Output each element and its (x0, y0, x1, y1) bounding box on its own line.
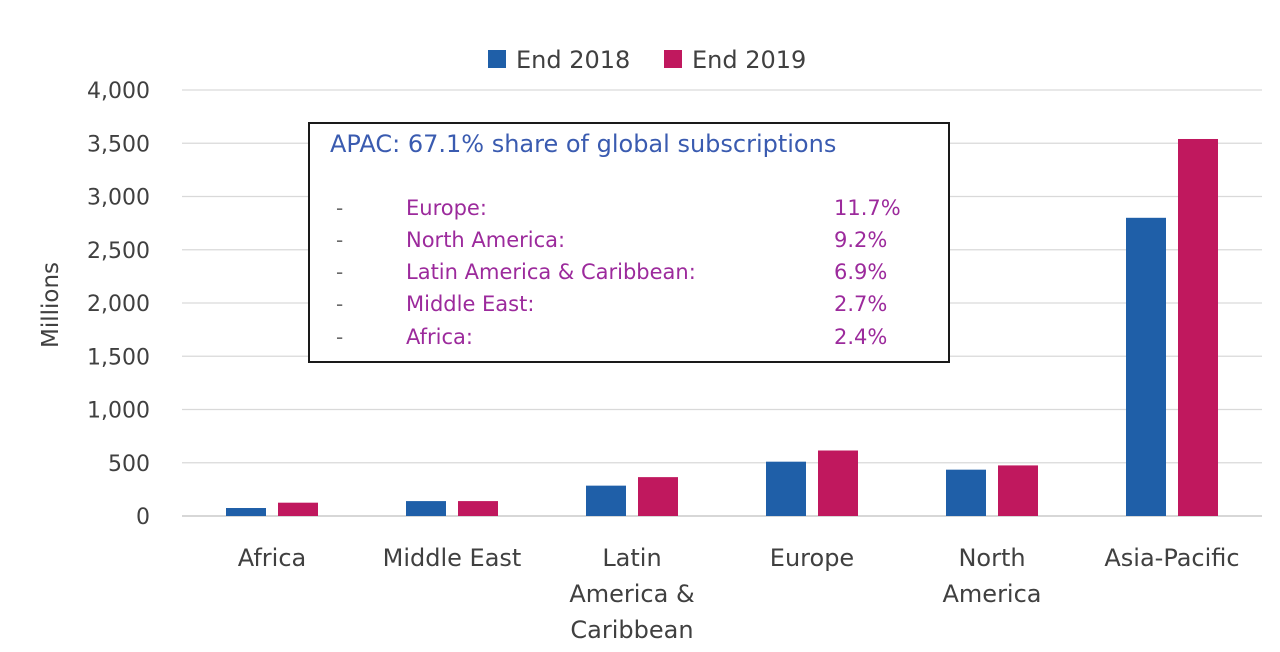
y-tick-label: 500 (108, 452, 150, 477)
annotation-share: 11.7% (834, 196, 901, 220)
bullet-marker: - (336, 228, 344, 252)
annotation-row: - Europe: 11.7% (310, 196, 950, 226)
bar-end-2018 (586, 485, 626, 516)
annotation-row: - Africa: 2.4% (310, 325, 950, 355)
annotation-region: Middle East: (406, 292, 535, 316)
bullet-marker: - (336, 292, 344, 316)
annotation-region: Africa: (406, 325, 473, 349)
y-tick-label: 3,500 (87, 132, 150, 157)
bullet-marker: - (336, 325, 344, 349)
annotation-region: North America: (406, 228, 566, 252)
bar-end-2018 (1126, 217, 1166, 517)
bar-end-2019 (818, 450, 858, 516)
y-tick-label: 2,000 (87, 292, 150, 317)
x-category-label: Africa (238, 544, 306, 572)
x-axis-labels: Africa Middle East Latin America & Caribbean… (238, 544, 1240, 644)
bars (226, 138, 1218, 517)
annotation-row: - North America: 9.2% (310, 228, 950, 258)
bar-end-2019 (278, 502, 318, 516)
x-category-label: Latin America & Caribbean (569, 544, 694, 644)
legend-label: End 2019 (692, 46, 806, 74)
annotation-share: 2.7% (834, 292, 888, 316)
annotation-share: 2.4% (834, 325, 888, 349)
bar-end-2019 (998, 465, 1038, 516)
y-tick-label: 4,000 (87, 79, 150, 104)
x-category-label: Europe (770, 544, 854, 572)
legend: End 2018 End 2019 (488, 46, 806, 74)
y-tick-label: 1,500 (87, 345, 150, 370)
bar-end-2018 (766, 461, 806, 516)
y-tick-label: 2,500 (87, 239, 150, 264)
y-axis-title: Millions (38, 262, 64, 348)
annotation-row: - Latin America & Caribbean: 6.9% (310, 260, 950, 290)
bar-end-2018 (406, 501, 446, 516)
annotation-region: Europe: (406, 196, 487, 220)
annotation-share: 6.9% (834, 260, 888, 284)
bullet-marker: - (336, 196, 344, 220)
bar-end-2019 (638, 477, 678, 516)
x-category-label: North America (943, 544, 1042, 608)
legend-swatch (488, 50, 506, 68)
annotation-box: APAC: 67.1% share of global subscription… (308, 122, 950, 363)
annotation-row: - Middle East: 2.7% (310, 292, 950, 322)
annotation-region: Latin America & Caribbean: (406, 260, 696, 284)
x-category-label: Middle East (383, 544, 522, 572)
bar-end-2019 (1178, 138, 1218, 517)
x-category-label: Asia-Pacific (1104, 544, 1239, 572)
annotation-share: 9.2% (834, 228, 888, 252)
y-tick-label: 3,000 (87, 186, 150, 211)
bar-end-2018 (226, 508, 266, 516)
bullet-marker: - (336, 260, 344, 284)
annotation-title: APAC: 67.1% share of global subscription… (330, 130, 837, 158)
y-tick-label: 0 (136, 505, 150, 530)
y-tick-label: 1,000 (87, 399, 150, 424)
legend-label: End 2018 (516, 46, 630, 74)
bar-end-2018 (946, 469, 986, 516)
legend-swatch (664, 50, 682, 68)
y-axis-ticks: 0 500 1,000 1,500 2,000 2,500 3,000 3,500 4,000 (87, 79, 150, 530)
bar-end-2019 (458, 501, 498, 516)
